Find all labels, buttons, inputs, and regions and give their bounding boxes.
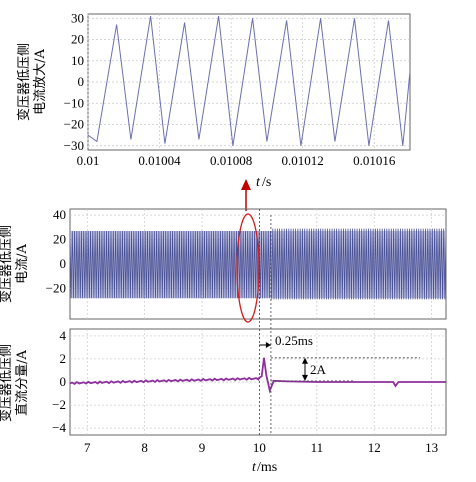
bottom-x-tick-label: 11 <box>311 440 324 455</box>
top-x-tick-label: 0.01016 <box>353 153 396 168</box>
top-x-tick-label: 0.01008 <box>210 153 252 168</box>
middle-y-ticks: 40 20 0 −20 <box>46 207 66 295</box>
dc-component-line <box>69 357 446 394</box>
top-xlabel-var: t <box>256 175 261 190</box>
bottom-xlabel: /ms <box>257 460 277 475</box>
bottom-series <box>69 357 446 394</box>
middle-y-tick-label: 40 <box>53 207 66 222</box>
top-y-tick-label: −30 <box>64 138 84 153</box>
event-markers <box>259 209 272 435</box>
top-y-ticks: 30 20 10 0 −10 −20 −30 <box>64 10 84 153</box>
middle-y-tick-label: 0 <box>60 256 67 271</box>
middle-ylabel-line2: 电流/A <box>15 244 30 284</box>
step-arrowhead-up <box>302 357 308 364</box>
bottom-x-tick-label: 9 <box>199 440 206 455</box>
step-label: 2A <box>310 362 327 377</box>
bottom-y-tick-label: −4 <box>52 420 66 435</box>
bottom-y-ticks: 4 2 0 −2 −4 <box>52 328 66 435</box>
middle-ylabel-line1: 变压器低压侧 <box>0 225 14 303</box>
bottom-x-tick-label: 10 <box>253 440 266 455</box>
interval-label: 0.25ms <box>275 333 313 348</box>
zoom-arrow <box>241 179 251 211</box>
middle-y-tick-label: 20 <box>53 232 66 247</box>
top-xlabel: /s <box>262 175 271 190</box>
bottom-x-tick-label: 7 <box>84 440 91 455</box>
interval-arrowhead <box>265 342 271 348</box>
zoom-ellipse <box>236 213 260 323</box>
top-y-tick-label: −20 <box>64 117 84 132</box>
top-y-tick-label: 0 <box>78 74 85 89</box>
bottom-x-tick-label: 12 <box>368 440 381 455</box>
bottom-xlabel-var: t <box>252 460 257 475</box>
top-y-tick-label: −10 <box>64 95 84 110</box>
bottom-y-tick-label: 4 <box>60 328 67 343</box>
top-ylabel-line1: 变压器低压侧 <box>16 43 32 121</box>
bottom-y-tick-label: 2 <box>60 351 67 366</box>
interval-annotation <box>259 342 271 348</box>
top-series <box>87 16 411 146</box>
top-x-tick-label: 0.01012 <box>282 153 324 168</box>
top-current-line <box>87 16 411 146</box>
bottom-x-ticks: 7 8 9 10 11 12 13 <box>84 440 438 455</box>
bottom-ylabel-line1: 变压器低压侧 <box>0 344 14 422</box>
top-x-tick-label: 0.01004 <box>138 153 181 168</box>
top-x-tick-label: 0.01 <box>77 153 100 168</box>
bottom-y-tick-label: −2 <box>52 397 66 412</box>
middle-y-tick-label: −20 <box>46 280 66 295</box>
top-y-tick-label: 10 <box>71 53 84 68</box>
top-y-tick-label: 20 <box>71 32 84 47</box>
top-panel: 30 20 10 0 −10 −20 −30 0.01 0.01004 0.01008 0.010… <box>16 10 411 190</box>
annotations: 0.25ms 2A <box>259 333 420 382</box>
bottom-panel: 4 2 0 −2 −4 7 8 9 10 11 12 13 变压器低压侧 直流分量/A t /ms <box>0 328 447 475</box>
bottom-ylabel-line2: 直流分量/A <box>15 350 30 416</box>
step-annotation <box>270 357 420 382</box>
top-x-ticks: 0.01 0.01004 0.01008 0.01012 0.01016 <box>77 153 396 168</box>
middle-panel: 40 20 0 −20 变压器低压侧 电流/A <box>0 207 447 323</box>
middle-current-waveform <box>69 228 447 300</box>
bottom-x-tick-label: 13 <box>425 440 438 455</box>
bottom-y-tick-label: 0 <box>60 374 67 389</box>
top-ylabel-line2: 电流放大/A <box>33 49 48 115</box>
top-y-tick-label: 30 <box>71 10 84 25</box>
bottom-x-tick-label: 8 <box>141 440 148 455</box>
step-arrowhead-down <box>302 374 308 381</box>
